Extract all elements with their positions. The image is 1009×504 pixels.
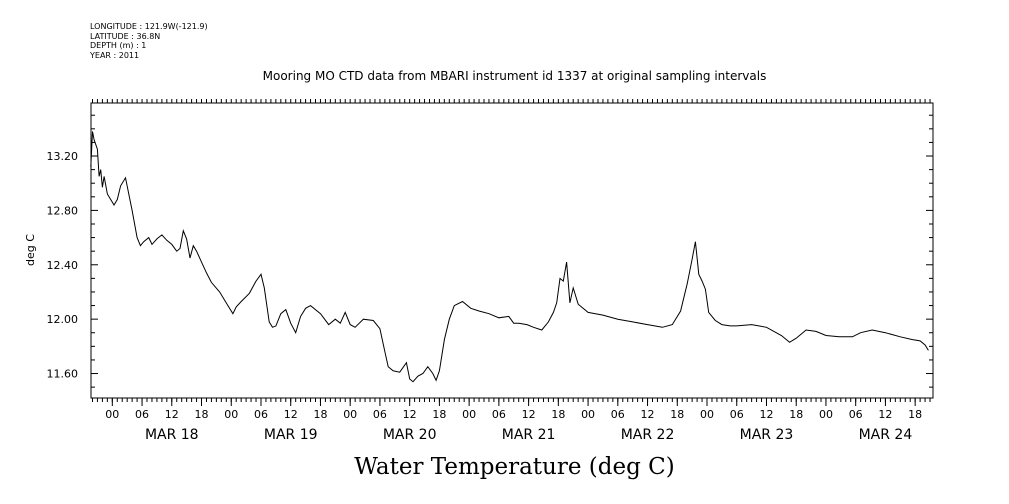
x-hour-label: 00 [105,408,119,421]
longitude-label: LONGITUDE : 121.9W(-121.9) [90,22,208,31]
x-hour-label: 12 [284,408,298,421]
x-hour-label: 00 [700,408,714,421]
x-hour-label: 06 [730,408,744,421]
x-hour-label: 06 [611,408,625,421]
x-hour-label: 18 [432,408,446,421]
x-hour-label: 18 [670,408,684,421]
x-hour-label: 12 [759,408,773,421]
y-tick-label: 12.40 [47,259,79,272]
plot-frame [90,102,934,399]
chart-title: Mooring MO CTD data from MBARI instrumen… [262,69,767,83]
latitude-label: LATITUDE : 36.8N [90,31,161,41]
x-hour-label: 00 [224,408,238,421]
x-hour-label: 00 [819,408,833,421]
x-hour-label: 06 [849,408,863,421]
x-hour-label: 12 [878,408,892,421]
y-tick-labels: 11.60 12.00 12.40 12.80 13.20 [47,150,79,381]
x-day-label: MAR 20 [383,427,437,443]
x-hour-label: 06 [492,408,506,421]
series-line [90,131,929,383]
year-label: YEAR : 2011 [90,50,140,60]
x-hour-label: 18 [908,408,922,421]
x-hour-label: 12 [522,408,536,421]
x-day-label: MAR 21 [502,427,556,443]
x-hour-label: 00 [343,408,357,421]
x-hour-label: 18 [551,408,565,421]
x-hour-label: 12 [403,408,417,421]
x-hour-label: 06 [373,408,387,421]
x-day-label: MAR 24 [859,427,913,443]
x-hour-label: 18 [313,408,327,421]
x-hour-label: 06 [135,408,149,421]
x-day-label: MAR 22 [621,427,675,443]
x-hour-label: 06 [254,408,268,421]
x-hour-label: 18 [789,408,803,421]
y-tick-label: 13.20 [47,150,79,163]
x-hour-label: 12 [641,408,655,421]
depth-label: DEPTH (m) : 1 [90,41,147,50]
y-axis [91,114,933,388]
metadata-block: LONGITUDE : 121.9W(-121.9) LATITUDE : 36… [90,22,208,60]
y-tick-label: 12.80 [47,204,79,217]
x-hour-label: 00 [581,408,595,421]
x-axis [91,99,931,406]
x-hour-label: 12 [165,408,179,421]
x-hour-label: 00 [462,408,476,421]
x-day-label: MAR 23 [740,427,794,443]
x-day-label: MAR 18 [145,427,199,443]
y-tick-label: 12.00 [47,313,79,326]
x-hour-labels: 00 06 12 18 00 06 12 18 00 06 12 18 00 06 12 18 00 06 12 18… [105,408,922,421]
x-day-labels: MAR 18 MAR 19 MAR 20 MAR 21 MAR 22 MAR 23 MAR … [145,427,912,443]
y-axis-label: deg C [24,234,37,266]
x-day-label: MAR 19 [264,427,318,443]
y-tick-label: 11.60 [47,368,79,381]
x-axis-label: Water Temperature (deg C) [354,454,675,480]
x-hour-label: 18 [195,408,209,421]
